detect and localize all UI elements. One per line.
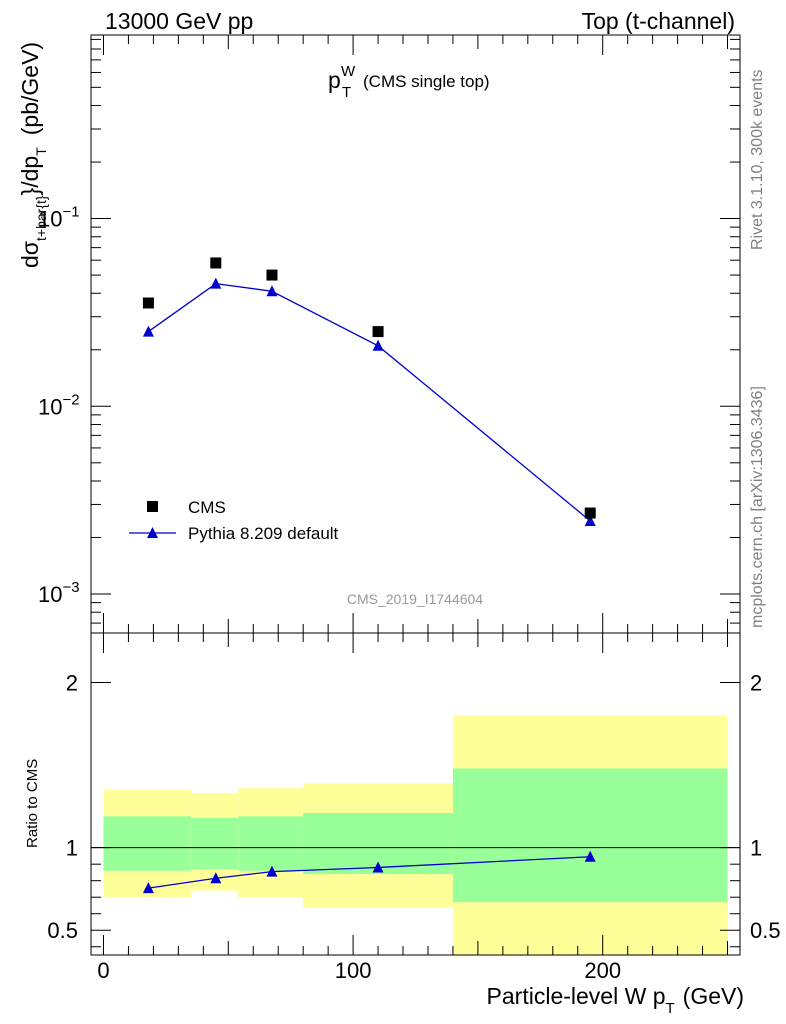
xlabel-main: Particle-level W p [487, 983, 666, 1009]
xlabel-sub: T [665, 1000, 674, 1017]
ratio-pythia-point [372, 861, 384, 873]
ratio-pythia-point [266, 865, 278, 877]
ratio-bands [103, 715, 728, 955]
main-panel: 10−310−210−1 p W T (CMS single top) dσt+… [17, 34, 741, 634]
title-sup: W [341, 63, 356, 80]
chart-title: p W T (CMS single top) [328, 63, 490, 101]
main-y-tick-labels: 10−310−210−1 [38, 204, 80, 607]
rivet-label: Rivet 3.1.10, 300k events [749, 69, 766, 250]
pythia-point [266, 285, 278, 297]
pythia-point [142, 325, 154, 337]
main-ticks [91, 35, 740, 633]
ratio-panel: 0.5 0.5 1 1 2 2 0 100 200 Ratio to CMS Particle… [24, 632, 781, 1017]
x-tick-label: 0 [97, 958, 109, 983]
main-y-tick-label: 10−2 [38, 391, 80, 419]
ratio-y-tick-label-right: 0.5 [750, 918, 781, 943]
main-series [142, 257, 596, 526]
cms-point [372, 326, 384, 338]
main-y-tick-label: 10−3 [38, 579, 80, 607]
header-right-label: Top (t-channel) [582, 8, 735, 34]
tick-base: 10 [38, 394, 62, 419]
ratio-y-tick-label-right: 1 [750, 836, 762, 861]
tick-exp: −3 [62, 579, 79, 596]
xlabel-unit: (GeV) [683, 983, 744, 1009]
x-axis-label: Particle-level W pT (GeV) [487, 983, 744, 1017]
ylabel-sub: t+bar{t} [33, 195, 49, 241]
tick-exp: −1 [62, 204, 79, 221]
ylabel-unit: (pb/GeV) [17, 42, 43, 135]
legend-pythia-label: Pythia 8.209 default [188, 524, 339, 543]
cms-point [210, 257, 222, 269]
main-frame [90, 34, 741, 634]
mcplots-label: mcplots.cern.ch [arXiv:1306.3436] [749, 386, 766, 628]
ratio-frame [90, 632, 741, 956]
ratio-y-tick-label: 2 [66, 671, 78, 696]
ratio-green-band [190, 817, 239, 870]
ratio-y-tick-label: 0.5 [47, 918, 78, 943]
ratio-pythia-point [210, 872, 222, 884]
tick-base: 10 [38, 582, 62, 607]
ratio-series [142, 850, 596, 894]
ratio-y-tick-label-right: 2 [750, 671, 762, 696]
legend: CMS Pythia 8.209 default [129, 498, 339, 543]
legend-cms-marker [147, 501, 158, 512]
ratio-y-axis-label: Ratio to CMS [24, 759, 41, 848]
main-y-tick-label: 10−1 [38, 204, 80, 232]
tick-base: 10 [38, 207, 62, 232]
pythia-point [210, 277, 222, 289]
legend-pythia-marker [147, 527, 158, 538]
title-main: p [328, 67, 341, 93]
x-tick-label: 200 [584, 958, 621, 983]
pythia-point [372, 339, 384, 351]
main-y-axis-label: dσt+bar{t}}/dpT (pb/GeV) [17, 42, 49, 268]
ratio-y-tick-labels: 0.5 0.5 1 1 2 2 [47, 671, 780, 944]
pythia-point [584, 514, 596, 526]
ratio-ticks [91, 633, 740, 955]
x-tick-label: 100 [335, 958, 372, 983]
ratio-y-tick-label: 1 [66, 836, 78, 861]
ratio-green-band [452, 768, 728, 903]
cms-point [142, 297, 154, 309]
ratio-green-band [238, 816, 304, 871]
title-sub: T [342, 84, 351, 101]
cms-point [584, 507, 596, 519]
ratio-x-tick-labels: 0 100 200 [97, 958, 621, 983]
ratio-green-band [103, 816, 191, 871]
ylabel-sub2: T [33, 147, 49, 156]
header-left-label: 13000 GeV pp [105, 8, 253, 34]
ylabel-main: dσ [17, 241, 43, 268]
legend-cms-label: CMS [188, 498, 226, 517]
pythia-line [148, 282, 591, 522]
cms-point [266, 269, 278, 281]
title-rest: (CMS single top) [363, 72, 490, 91]
analysis-tag: CMS_2019_I1744604 [347, 591, 483, 607]
ylabel-mid: }/dp [17, 156, 43, 196]
tick-exp: −2 [62, 391, 79, 408]
ratio-pythia-point [142, 882, 154, 894]
ratio-pythia-point [584, 850, 596, 862]
